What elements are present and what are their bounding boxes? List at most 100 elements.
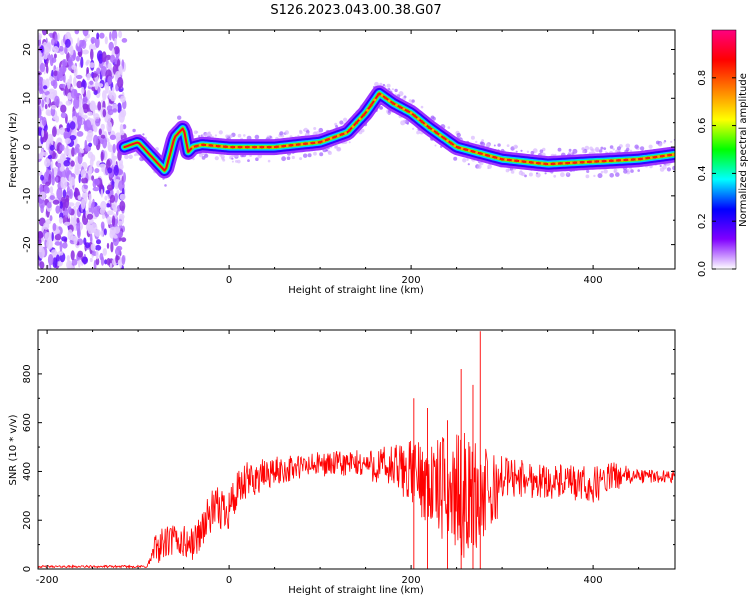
x-tick-label: 400 bbox=[584, 275, 603, 286]
ridge-peak-point bbox=[646, 156, 650, 160]
noise-blob bbox=[112, 108, 118, 113]
noise-blob bbox=[56, 128, 60, 136]
halo-point bbox=[600, 170, 604, 174]
noise-blob bbox=[115, 132, 121, 142]
ridge-peak-point bbox=[402, 107, 406, 111]
halo-point bbox=[566, 172, 570, 175]
halo-point bbox=[386, 83, 391, 88]
noise-blob bbox=[47, 154, 53, 160]
halo-point bbox=[164, 184, 167, 187]
noise-blob bbox=[70, 250, 75, 261]
noise-blob bbox=[93, 125, 98, 133]
noise-blob bbox=[100, 230, 104, 237]
ridge-peak-point bbox=[235, 145, 238, 149]
noise-blob bbox=[106, 184, 114, 191]
noise-blob bbox=[38, 247, 45, 259]
noise-blob bbox=[38, 107, 42, 119]
ridge-peak-point bbox=[551, 162, 555, 166]
noise-blob bbox=[54, 241, 61, 246]
halo-point bbox=[313, 151, 317, 156]
halo-point bbox=[519, 170, 523, 173]
ridge-peak-point bbox=[227, 145, 231, 149]
halo-point bbox=[597, 173, 603, 179]
noise-blob bbox=[112, 143, 116, 154]
noise-blob bbox=[73, 97, 80, 109]
halo-point bbox=[142, 133, 145, 136]
noise-blob bbox=[51, 232, 54, 242]
noise-blob bbox=[88, 193, 92, 202]
noise-blob bbox=[62, 189, 67, 199]
noise-blob bbox=[102, 248, 108, 256]
halo-point bbox=[630, 169, 634, 173]
noise-blob bbox=[70, 160, 75, 167]
ridge-peak-point bbox=[358, 117, 362, 121]
halo-point bbox=[400, 120, 406, 126]
ridge-peak-point bbox=[569, 161, 573, 165]
halo-point bbox=[335, 125, 339, 128]
halo-point bbox=[303, 153, 308, 158]
halo-point bbox=[670, 140, 673, 143]
ridge-peak-point bbox=[242, 145, 246, 149]
halo-point bbox=[605, 151, 608, 154]
halo-point bbox=[466, 158, 469, 161]
x-tick-label: 200 bbox=[402, 575, 421, 586]
noise-blob bbox=[78, 173, 81, 184]
halo-point bbox=[412, 127, 415, 130]
y-tick-label: 20 bbox=[22, 43, 33, 56]
noise-blob bbox=[53, 53, 57, 59]
spectrogram-x-ticks: -200 0 200 400 bbox=[36, 30, 640, 286]
noise-blob bbox=[89, 232, 93, 243]
noise-blob bbox=[80, 169, 86, 179]
halo-point bbox=[612, 148, 615, 151]
ridge-peak-point bbox=[642, 157, 646, 160]
noise-blob bbox=[121, 38, 128, 43]
noise-blob bbox=[56, 162, 62, 168]
halo-point bbox=[247, 159, 250, 163]
noise-blob bbox=[114, 193, 118, 203]
ridge-peak-point bbox=[544, 162, 548, 166]
noise-blob bbox=[102, 136, 108, 149]
halo-point bbox=[286, 156, 291, 160]
noise-blob bbox=[38, 97, 41, 106]
noise-blob bbox=[67, 229, 74, 241]
halo-point bbox=[124, 154, 129, 160]
ridge-peak-point bbox=[380, 94, 384, 97]
noise-blob bbox=[79, 98, 82, 111]
noise-blob bbox=[44, 103, 48, 110]
ridge-peak-point bbox=[555, 162, 559, 166]
noise-blob bbox=[41, 237, 45, 242]
y-tick-label: 800 bbox=[22, 364, 33, 383]
ridge-peak-point bbox=[424, 123, 428, 126]
noise-blob bbox=[53, 70, 58, 77]
noise-blob bbox=[106, 210, 114, 216]
ridge-peak-point bbox=[282, 144, 286, 148]
noise-blob bbox=[87, 111, 93, 116]
halo-point bbox=[487, 143, 491, 147]
halo-point bbox=[281, 156, 286, 162]
halo-point bbox=[231, 160, 234, 163]
noise-blob bbox=[89, 80, 94, 86]
halo-point bbox=[237, 133, 242, 138]
halo-point bbox=[648, 144, 653, 149]
noise-blob bbox=[96, 32, 100, 40]
noise-blob bbox=[82, 191, 89, 199]
ridge-peak-point bbox=[548, 162, 551, 166]
noise-blob bbox=[98, 83, 104, 88]
spectrogram-y-label: Frequency (Hz) bbox=[8, 112, 19, 188]
ridge-peak-point bbox=[504, 158, 508, 162]
ridge-peak-point bbox=[660, 154, 664, 158]
halo-point bbox=[595, 148, 600, 153]
x-tick-label: -200 bbox=[36, 575, 59, 586]
noise-blob bbox=[106, 203, 111, 208]
ridge-peak-point bbox=[296, 143, 300, 146]
noise-blob bbox=[77, 37, 80, 47]
noise-blob bbox=[43, 222, 50, 230]
noise-blob bbox=[117, 220, 123, 226]
noise-blob bbox=[116, 59, 121, 68]
ridge-peak-point bbox=[213, 144, 216, 148]
halo-point bbox=[225, 134, 229, 139]
snr-x-ticks: -200 0 200 400 bbox=[36, 330, 640, 586]
ridge-peak-point bbox=[613, 159, 617, 162]
halo-point bbox=[192, 157, 195, 161]
y-tick-label: 400 bbox=[22, 462, 33, 481]
